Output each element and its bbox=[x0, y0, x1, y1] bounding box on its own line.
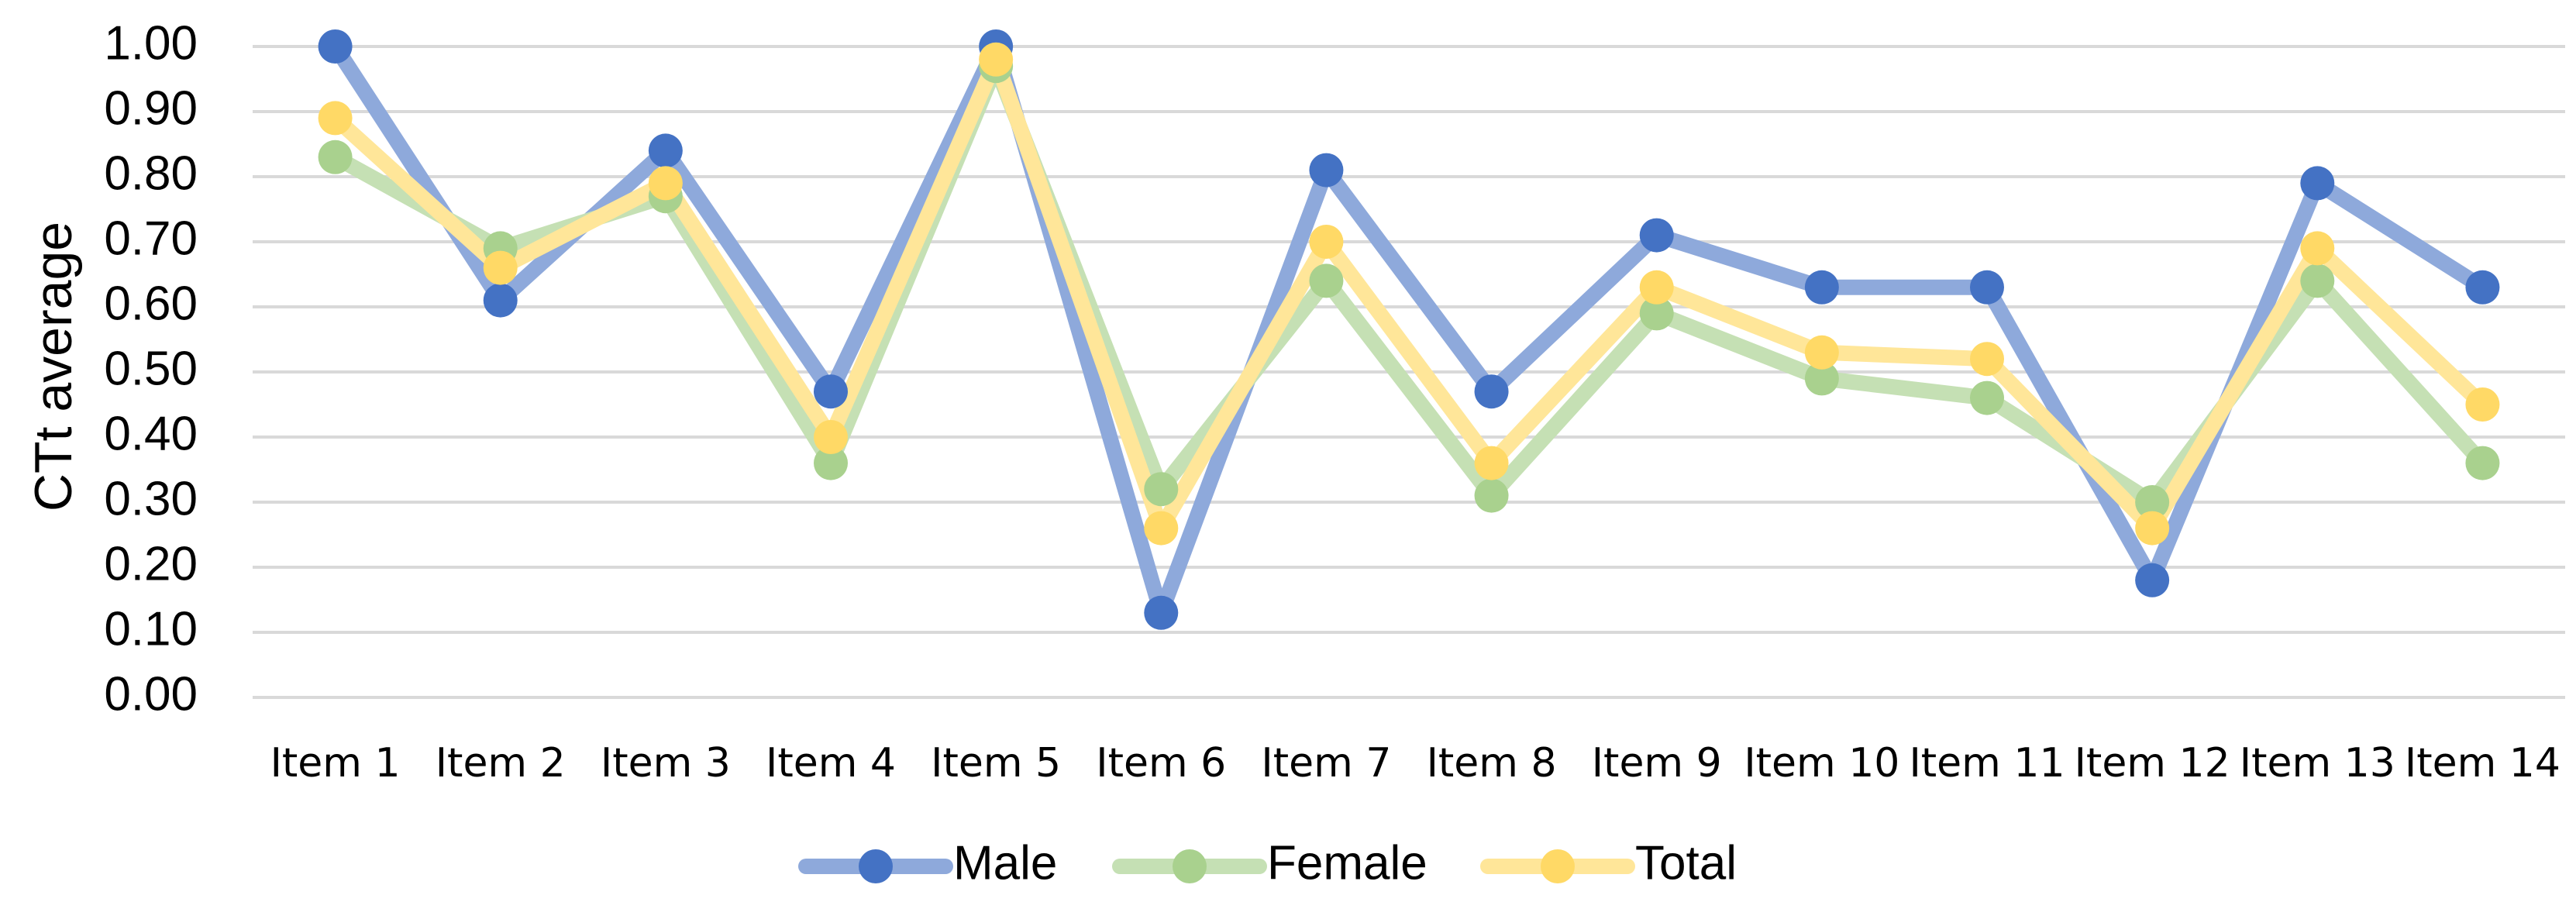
legend: Male Female Total bbox=[798, 836, 1737, 890]
x-tick-label: Item 10 bbox=[1744, 740, 1899, 787]
data-point-female bbox=[2465, 446, 2500, 480]
series-line-male bbox=[327, 39, 2491, 621]
data-point-total bbox=[2465, 387, 2500, 422]
x-tick-label: Item 6 bbox=[1096, 740, 1226, 787]
data-point-female bbox=[318, 139, 353, 174]
data-point-male bbox=[1639, 218, 1674, 253]
series-lines bbox=[318, 29, 2500, 630]
legend-item-male: Male bbox=[798, 836, 1057, 890]
data-point-male bbox=[648, 133, 683, 168]
legend-label: Total bbox=[1635, 836, 1737, 890]
y-tick-label: 0.20 bbox=[104, 537, 198, 590]
y-tick-label: 0.40 bbox=[104, 407, 198, 460]
legend-item-total: Total bbox=[1480, 836, 1737, 890]
legend-marker-swatch bbox=[1541, 849, 1575, 883]
series-points-female bbox=[318, 49, 2500, 519]
series-male bbox=[327, 39, 2491, 621]
x-tick-label: Item 12 bbox=[2075, 740, 2230, 787]
data-point-total bbox=[814, 420, 848, 454]
series-line-female bbox=[327, 58, 2491, 510]
x-tick-label: Item 13 bbox=[2240, 740, 2395, 787]
data-point-female bbox=[1474, 478, 1509, 513]
data-point-female bbox=[814, 446, 848, 480]
x-tick-label: Item 1 bbox=[270, 740, 401, 787]
x-tick-label: Item 3 bbox=[601, 740, 731, 787]
legend-marker-swatch bbox=[859, 849, 893, 883]
data-point-female bbox=[1804, 361, 1839, 396]
data-point-total bbox=[2135, 511, 2170, 546]
x-tick-label: Item 5 bbox=[931, 740, 1061, 787]
data-point-total bbox=[483, 250, 518, 285]
data-point-female bbox=[1970, 380, 2004, 415]
x-tick-label: Item 2 bbox=[436, 740, 566, 787]
series-points-total bbox=[318, 42, 2500, 546]
data-point-female bbox=[1309, 263, 1344, 298]
legend-label: Male bbox=[953, 836, 1057, 890]
data-point-female bbox=[2135, 485, 2170, 519]
data-point-total bbox=[1144, 511, 1179, 546]
gridlines bbox=[253, 45, 2565, 699]
y-tick-label: 0.90 bbox=[104, 81, 198, 135]
series-female bbox=[327, 58, 2491, 510]
y-tick-label: 0.50 bbox=[104, 342, 198, 395]
series-total bbox=[327, 51, 2491, 536]
data-point-total bbox=[979, 42, 1014, 77]
data-point-male bbox=[2135, 563, 2170, 597]
x-tick-label: Item 8 bbox=[1427, 740, 1557, 787]
data-point-total bbox=[2300, 231, 2335, 266]
x-axis-ticks: Item 1 Item 2 Item 3 Item 4 Item 5 Item 6 Item… bbox=[270, 740, 2561, 787]
legend-marker-swatch bbox=[1173, 849, 1207, 883]
data-point-female bbox=[2300, 263, 2335, 298]
data-point-male bbox=[1970, 270, 2004, 305]
data-point-total bbox=[1639, 270, 1674, 305]
legend-item-female: Female bbox=[1112, 836, 1427, 890]
legend-label: Female bbox=[1267, 836, 1427, 890]
data-point-total bbox=[648, 166, 683, 201]
data-point-male bbox=[2465, 270, 2500, 305]
data-point-female bbox=[1144, 472, 1179, 507]
y-tick-label: 0.30 bbox=[104, 472, 198, 525]
data-point-total bbox=[1970, 342, 2004, 377]
y-axis-title: CTt average bbox=[24, 222, 83, 511]
x-tick-label: Item 7 bbox=[1261, 740, 1391, 787]
series-line-total bbox=[327, 51, 2491, 536]
x-tick-label: Item 11 bbox=[1909, 740, 2065, 787]
data-point-total bbox=[1474, 446, 1509, 480]
series-points-male bbox=[318, 29, 2500, 630]
data-point-male bbox=[483, 283, 518, 318]
data-point-total bbox=[1804, 335, 1839, 370]
data-point-male bbox=[1309, 153, 1344, 188]
data-point-male bbox=[318, 29, 353, 64]
data-point-male bbox=[1474, 374, 1509, 409]
data-point-male bbox=[1144, 595, 1179, 630]
x-tick-label: Item 4 bbox=[766, 740, 896, 787]
data-point-male bbox=[1804, 270, 1839, 305]
data-point-total bbox=[1309, 225, 1344, 259]
x-tick-label: Item 14 bbox=[2405, 740, 2561, 787]
y-tick-label: 1.00 bbox=[104, 16, 198, 70]
y-tick-label: 0.00 bbox=[104, 667, 198, 721]
data-point-male bbox=[2300, 166, 2335, 201]
y-tick-label: 0.10 bbox=[104, 602, 198, 656]
data-point-female bbox=[1639, 296, 1674, 331]
data-point-male bbox=[814, 374, 848, 409]
y-tick-label: 0.70 bbox=[104, 212, 198, 265]
x-tick-label: Item 9 bbox=[1592, 740, 1722, 787]
y-tick-label: 0.60 bbox=[104, 277, 198, 330]
y-tick-label: 0.80 bbox=[104, 146, 198, 200]
y-axis-ticks: 0.00 0.10 0.20 0.30 0.40 0.50 0.60 0.70 0.80 0.90… bbox=[104, 16, 198, 721]
data-point-total bbox=[318, 101, 353, 136]
